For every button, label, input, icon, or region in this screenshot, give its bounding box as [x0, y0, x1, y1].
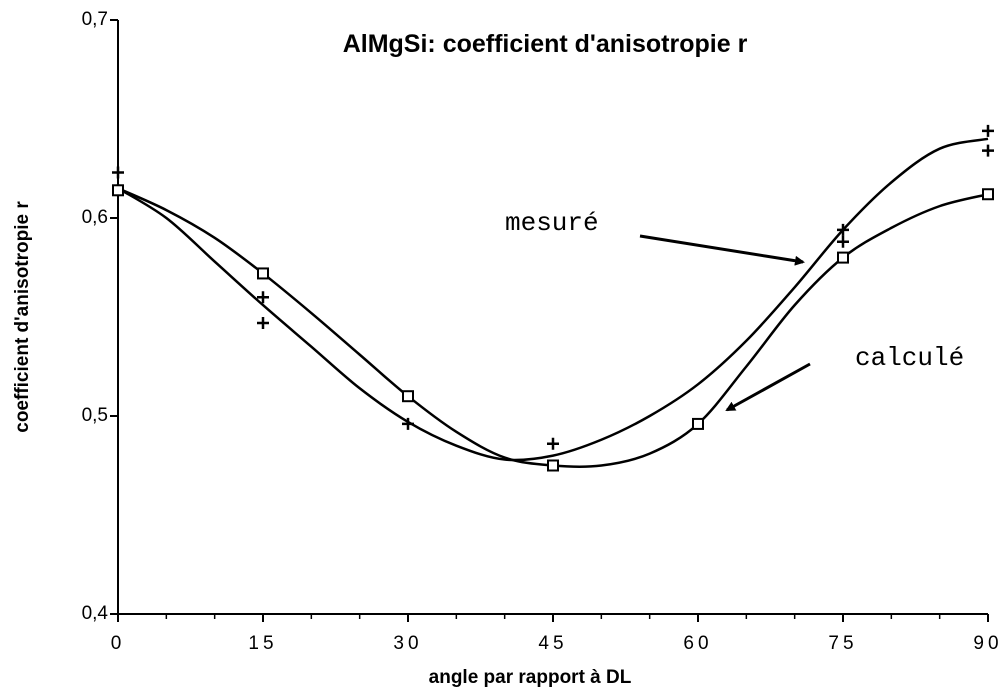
y-axis-label: coefficient d'anisotropie r — [12, 201, 33, 433]
point — [112, 184, 124, 197]
curve — [117, 137, 989, 462]
point — [547, 459, 559, 472]
point — [402, 417, 414, 430]
arrow — [725, 362, 811, 412]
point — [692, 417, 704, 430]
x-axis-label: angle par rapport à DL — [429, 667, 632, 688]
annotation: calculé — [855, 343, 964, 373]
point — [257, 267, 269, 280]
y-tick-label: 0,5 — [82, 405, 108, 426]
point — [547, 437, 559, 450]
x-tick-label: 0 — [111, 633, 126, 654]
x-tick-label: 15 — [248, 633, 277, 654]
point — [837, 251, 849, 264]
chart-title: AlMgSi: coefficient d'anisotropie r — [343, 30, 748, 58]
x-tick-label: 60 — [683, 633, 712, 654]
point — [982, 124, 994, 137]
x-tick-label: 30 — [393, 633, 422, 654]
y-tick-label: 0,4 — [82, 603, 109, 624]
x-tick-label: 75 — [828, 633, 857, 654]
x-tick-label: 90 — [973, 633, 1002, 654]
point — [402, 390, 414, 403]
point — [257, 316, 269, 329]
point — [982, 144, 994, 157]
point — [982, 188, 994, 201]
annotation: mesuré — [505, 208, 599, 238]
y-tick-label: 0,7 — [82, 9, 108, 30]
point — [837, 223, 849, 236]
arrow — [639, 234, 805, 266]
point — [837, 235, 849, 248]
x-tick-label: 45 — [538, 633, 567, 654]
y-tick-label: 0,6 — [82, 207, 108, 228]
point — [112, 166, 124, 179]
point — [257, 291, 269, 304]
